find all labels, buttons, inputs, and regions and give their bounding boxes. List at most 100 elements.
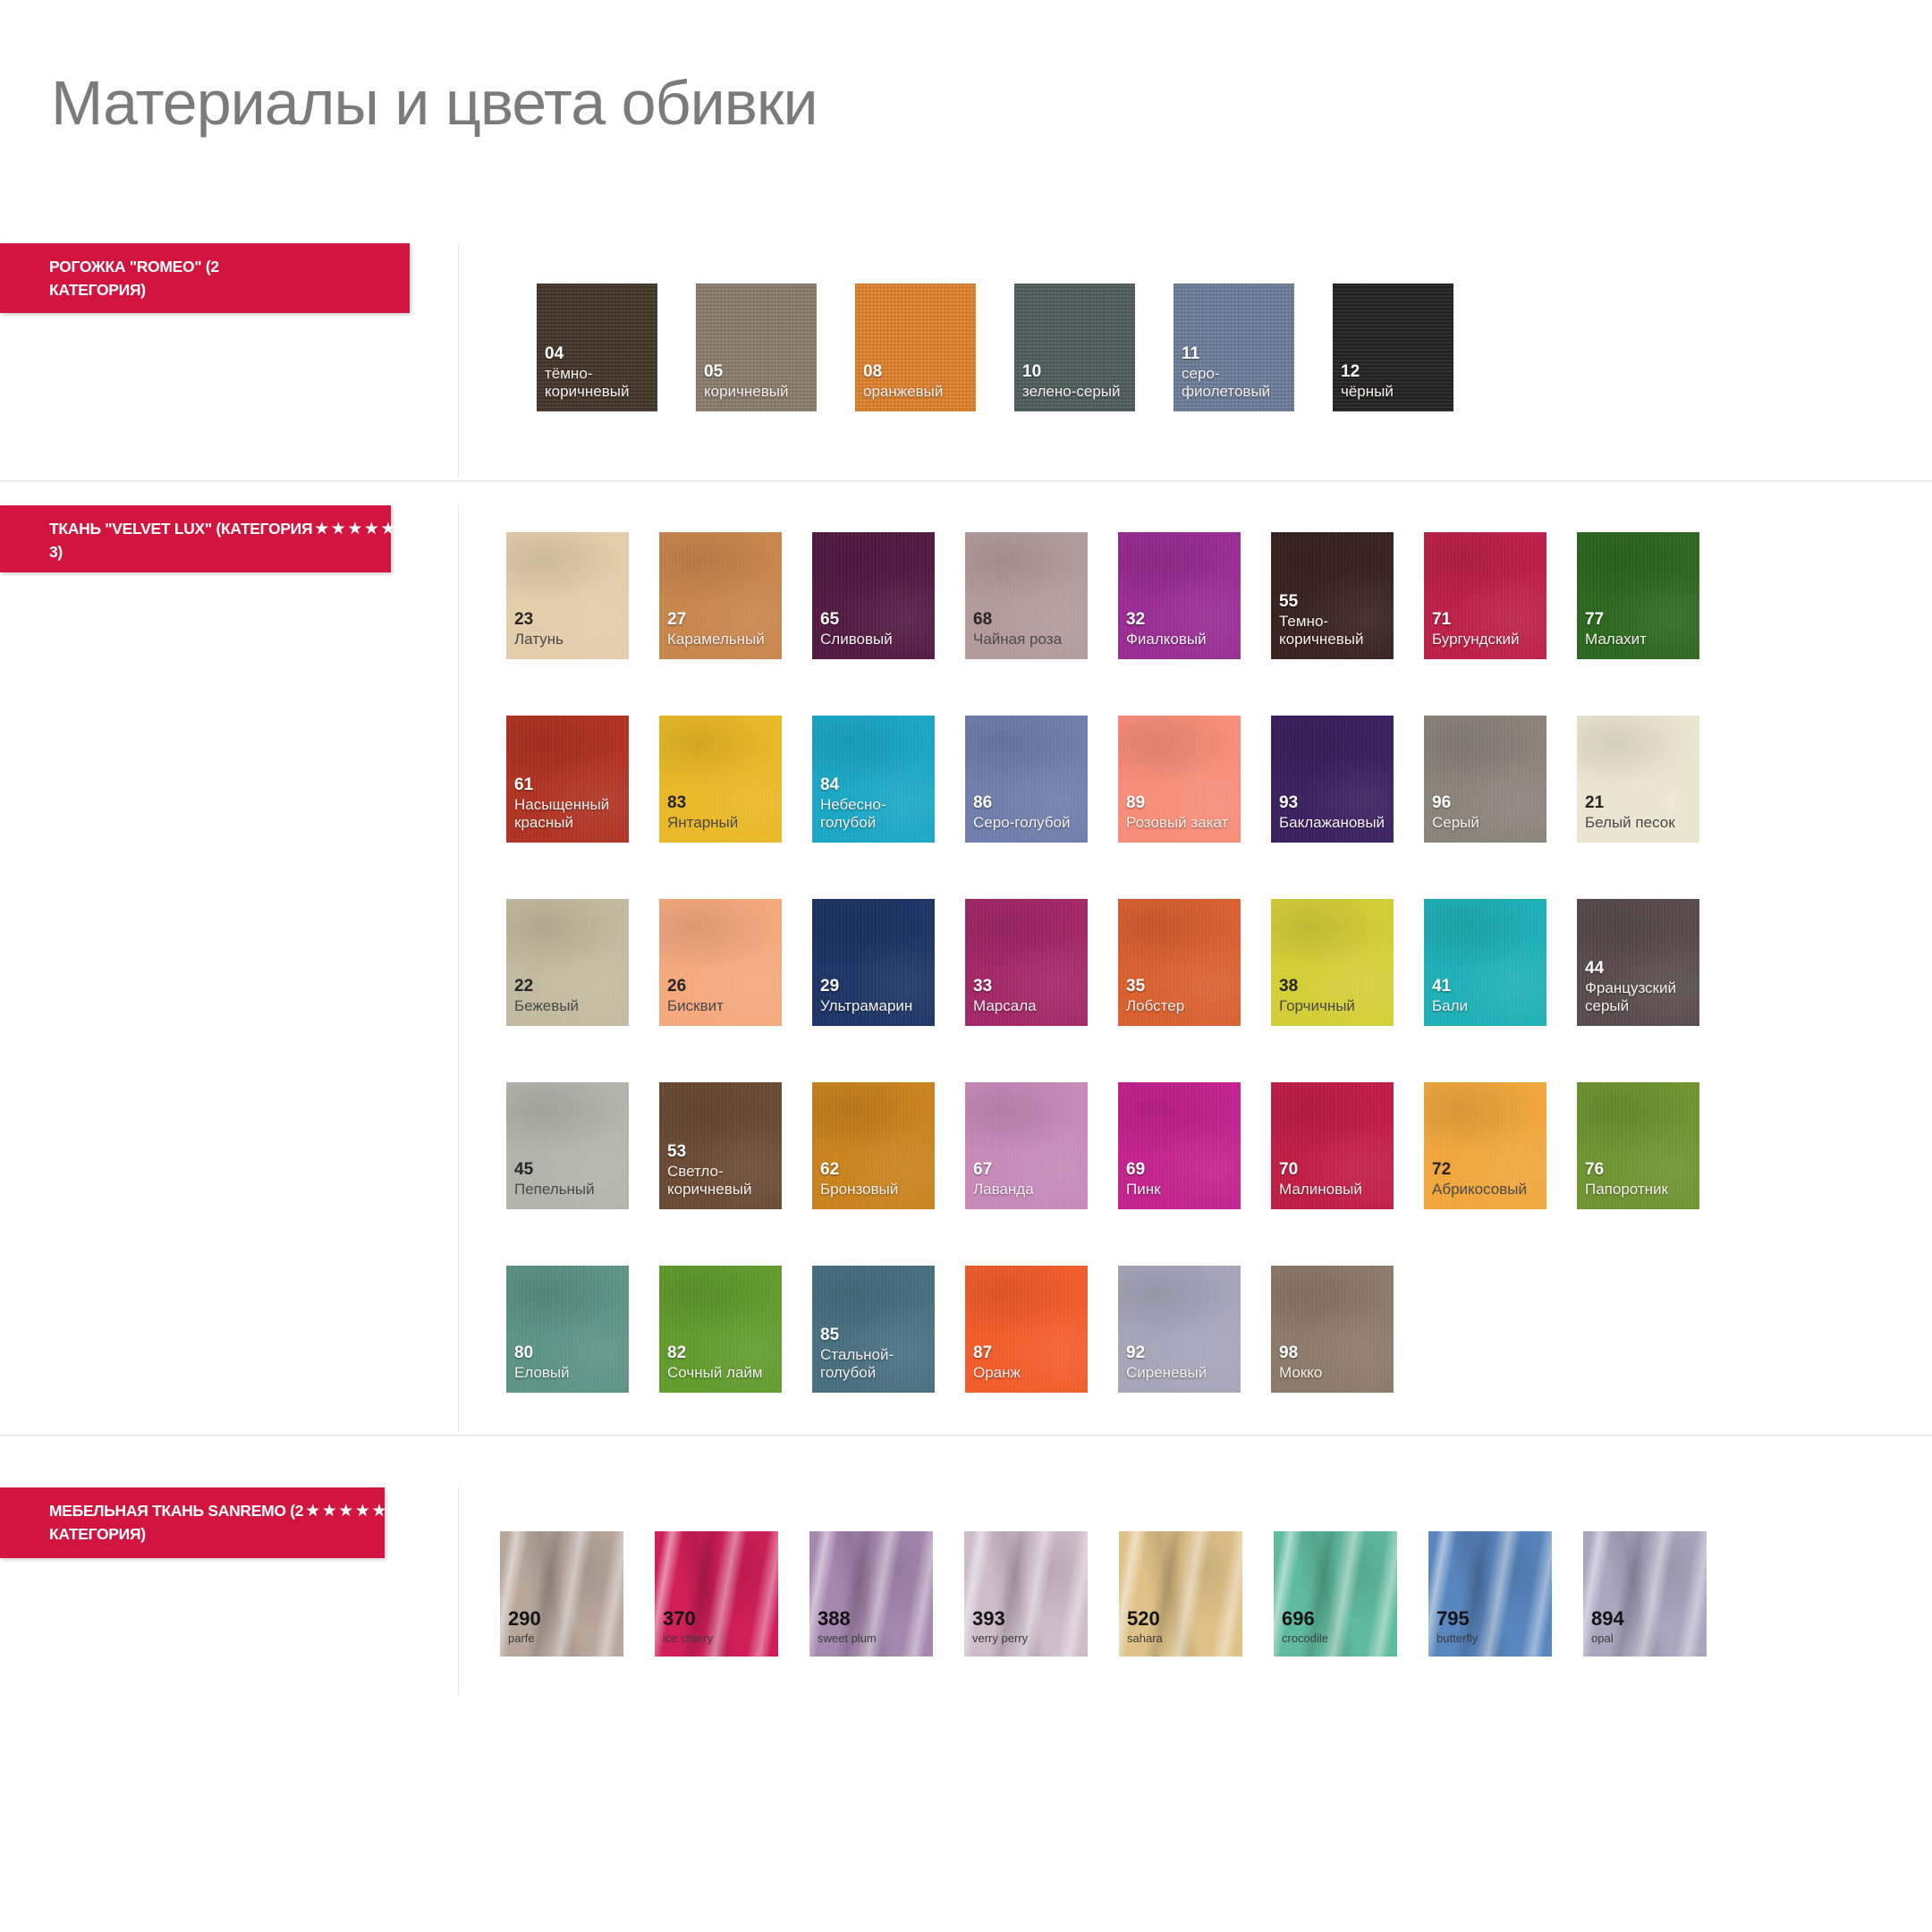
swatch-name: Розовый закат (1126, 813, 1229, 831)
fabric-swatch: 87 Оранж (965, 1266, 1088, 1393)
swatch-name: Пепельный (514, 1180, 595, 1198)
swatch-grid-sanremo: 290 parfe 370 ice cherry 388 sweet plum 393 ver… (500, 1531, 1707, 1657)
swatch-code: 11 (1182, 344, 1200, 364)
fabric-swatch: 70 Малиновый (1271, 1082, 1394, 1209)
swatch-code: 77 (1585, 610, 1605, 630)
swatch-code: 68 (973, 610, 993, 630)
fabric-swatch: 65 Сливовый (812, 532, 935, 659)
swatch-label: 65 Сливовый (812, 609, 935, 659)
swatch-name: Фиалковый (1126, 630, 1207, 648)
swatch-name: Баклажановый (1279, 813, 1385, 831)
swatch-code: 61 (514, 775, 534, 795)
swatch-label: 80 Еловый (506, 1343, 629, 1393)
section-banner-velvet-lux: ТКАНЬ "VELVET LUX" (КАТЕГОРИЯ ★★★★★ 3) (0, 505, 395, 572)
fabric-swatch: 69 Пинк (1118, 1082, 1241, 1209)
fabric-swatch: 93 Баклажановый (1271, 716, 1394, 843)
fabric-swatch: 61 Насыщенный красный (506, 716, 629, 843)
swatch-name: Сливовый (820, 630, 893, 648)
fabric-swatch: 83 Янтарный (659, 716, 782, 843)
swatch-code: 87 (973, 1343, 993, 1363)
banner-label-line2: КАТЕГОРИЯ) (49, 281, 146, 299)
section-banner-sanremo: МЕБЕЛЬНАЯ ТКАНЬ SANREMO (2 ★★★★★ КАТЕГОР… (0, 1487, 386, 1558)
fabric-swatch: 04 тёмно-коричневый (537, 284, 657, 411)
swatch-subname: sahara (1127, 1631, 1163, 1646)
swatch-code: 23 (514, 610, 534, 630)
swatch-label: 87 Оранж (965, 1343, 1088, 1393)
swatch-label: 93 Баклажановый (1271, 792, 1394, 843)
swatch-code: 520 (1127, 1606, 1160, 1630)
fabric-swatch: 38 Горчичный (1271, 899, 1394, 1026)
fabric-swatch: 520 sahara (1119, 1531, 1242, 1657)
swatch-label: 69 Пинк (1118, 1159, 1241, 1209)
swatch-label: 76 Папоротник (1577, 1159, 1699, 1209)
swatch-name: Серый (1432, 813, 1479, 831)
fabric-swatch: 388 sweet plum (809, 1531, 933, 1657)
fabric-swatch: 44 Французский серый (1577, 899, 1699, 1026)
swatch-code: 86 (973, 793, 993, 813)
swatch-code: 53 (667, 1142, 687, 1162)
swatch-name: Небесно-голубой (820, 795, 886, 831)
swatch-code: 26 (667, 977, 687, 996)
swatch-name: Янтарный (667, 813, 739, 831)
swatch-label: 696 crocodile (1274, 1606, 1397, 1657)
swatch-code: 55 (1279, 592, 1299, 612)
swatch-label: 27 Карамельный (659, 609, 782, 659)
swatch-code: 388 (818, 1606, 851, 1630)
swatch-name: Бали (1432, 996, 1469, 1014)
fabric-swatch: 12 чёрный (1333, 284, 1453, 411)
fabric-swatch: 23 Латунь (506, 532, 629, 659)
swatch-subname: verry perry (972, 1631, 1029, 1646)
fabric-swatch: 55 Темно-коричневый (1271, 532, 1394, 659)
swatch-code: 62 (820, 1160, 840, 1180)
swatch-name: Стальной-голубой (820, 1345, 894, 1381)
swatch-label: 83 Янтарный (659, 792, 782, 843)
swatch-label: 11 серо-фиолетовый (1174, 343, 1294, 411)
swatch-code: 27 (667, 610, 687, 630)
swatch-label: 05 коричневый (696, 361, 817, 411)
fabric-swatch: 68 Чайная роза (965, 532, 1088, 659)
swatch-name: Абрикосовый (1432, 1180, 1528, 1198)
swatch-subname: crocodile (1282, 1631, 1329, 1646)
section-separator (0, 1435, 1932, 1436)
fabric-swatch: 290 parfe (500, 1531, 623, 1657)
swatch-name: Оранж (973, 1363, 1021, 1381)
swatch-subname: opal (1591, 1631, 1614, 1646)
swatch-name: Бронзовый (820, 1180, 899, 1198)
swatch-label: 894 opal (1583, 1606, 1707, 1657)
swatch-code: 71 (1432, 610, 1452, 630)
fabric-swatch: 11 серо-фиолетовый (1174, 284, 1294, 411)
swatch-code: 85 (820, 1326, 840, 1345)
fabric-swatch: 71 Бургундский (1424, 532, 1546, 659)
rating-stars-icon: ★★★★★ (314, 518, 397, 538)
swatch-label: 29 Ультрамарин (812, 976, 935, 1026)
swatch-code: 65 (820, 610, 840, 630)
swatch-label: 12 чёрный (1333, 361, 1453, 411)
swatch-code: 795 (1436, 1606, 1470, 1630)
swatch-name: Чайная роза (973, 630, 1063, 648)
swatch-label: 21 Белый песок (1577, 792, 1699, 843)
fabric-swatch: 894 opal (1583, 1531, 1707, 1657)
banner-label-line2: КАТЕГОРИЯ) (49, 1525, 146, 1543)
swatch-label: 22 Бежевый (506, 976, 629, 1026)
swatch-name: Латунь (514, 630, 564, 648)
swatch-label: 795 butterfly (1428, 1606, 1552, 1657)
swatch-code: 29 (820, 977, 840, 996)
swatch-label: 388 sweet plum (809, 1606, 933, 1657)
swatch-label: 92 Сиреневый (1118, 1343, 1241, 1393)
fabric-swatch: 21 Белый песок (1577, 716, 1699, 843)
swatch-name: Бисквит (667, 996, 724, 1014)
swatch-code: 82 (667, 1343, 687, 1363)
fabric-swatch: 89 Розовый закат (1118, 716, 1241, 843)
swatch-label: 84 Небесно-голубой (812, 775, 935, 843)
swatch-subname: parfe (508, 1631, 535, 1646)
swatch-label: 68 Чайная роза (965, 609, 1088, 659)
swatch-code: 98 (1279, 1343, 1299, 1363)
swatch-code: 70 (1279, 1160, 1299, 1180)
swatch-grid-velvet-lux: 23 Латунь 27 Карамельный 65 Сливовый 68 Чайная … (506, 532, 1705, 1393)
swatch-name: Еловый (514, 1363, 570, 1381)
fabric-swatch: 696 crocodile (1274, 1531, 1397, 1657)
swatch-name: коричневый (704, 382, 789, 400)
fabric-swatch: 82 Сочный лайм (659, 1266, 782, 1393)
swatch-code: 89 (1126, 793, 1146, 813)
